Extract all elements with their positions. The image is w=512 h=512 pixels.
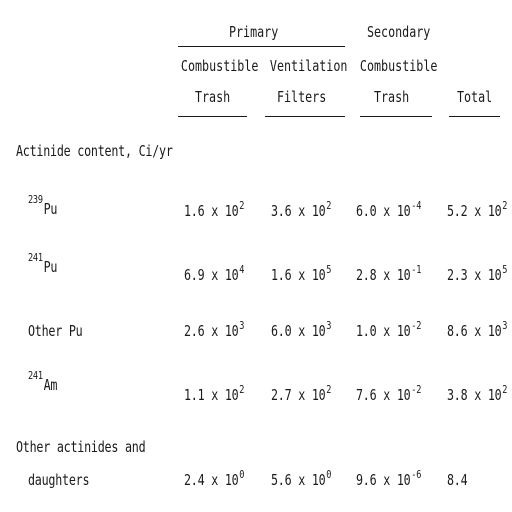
cell-pu239-total: 5.2 x 102 <box>447 199 508 220</box>
header-total: Total <box>456 88 493 106</box>
row-label-other-pu: Other Pu <box>28 322 83 340</box>
cell-other-pu-secondary: 1.0 x 10-2 <box>356 319 422 340</box>
cell-other-actinides-combustible: 2.4 x 100 <box>184 468 245 489</box>
cell-am241-ventilation: 2.7 x 102 <box>271 383 332 404</box>
secondary-rule <box>360 116 432 117</box>
cell-pu239-secondary: 6.0 x 10-4 <box>356 199 422 220</box>
row-label-element: Pu <box>43 258 58 276</box>
header-ventilation-line1: Ventilation <box>269 57 348 75</box>
cell-other-pu-ventilation: 6.0 x 103 <box>271 319 332 340</box>
header-secondary-line2: Trash <box>373 88 410 106</box>
header-group-secondary: Secondary <box>366 23 431 41</box>
cell-pu239-combustible: 1.6 x 102 <box>184 199 245 220</box>
section-label: Actinide content, Ci/yr <box>16 142 173 160</box>
cell-pu241-total: 2.3 x 105 <box>447 263 508 284</box>
cell-other-actinides-total: 8.4 <box>447 471 468 489</box>
cell-other-pu-total: 8.6 x 103 <box>447 319 508 340</box>
cell-other-actinides-ventilation: 5.6 x 100 <box>271 468 332 489</box>
cell-pu241-ventilation: 1.6 x 105 <box>271 263 332 284</box>
row-label-pu241: 241Pu <box>28 252 57 275</box>
cell-other-actinides-secondary: 9.6 x 10-6 <box>356 468 422 489</box>
primary-group-rule <box>178 46 345 47</box>
header-ventilation-line2: Filters <box>276 88 327 106</box>
total-rule <box>449 116 500 117</box>
row-label-element: Pu <box>43 200 58 218</box>
header-secondary-line1: Combustible <box>359 57 438 75</box>
row-label-prefix: 241 <box>28 251 43 264</box>
combustible-rule <box>178 116 247 117</box>
cell-am241-total: 3.8 x 102 <box>447 383 508 404</box>
cell-pu239-ventilation: 3.6 x 102 <box>271 199 332 220</box>
row-label-other-actinides-line1: Other actinides and <box>16 438 146 456</box>
row-label-am241: 241Am <box>28 370 57 393</box>
cell-pu241-combustible: 6.9 x 104 <box>184 263 245 284</box>
cell-other-pu-combustible: 2.6 x 103 <box>184 319 245 340</box>
header-combustible-line2: Trash <box>194 88 231 106</box>
ventilation-rule <box>265 116 345 117</box>
row-label-pu239: 239Pu <box>28 194 57 217</box>
cell-am241-secondary: 7.6 x 10-2 <box>356 383 422 404</box>
header-combustible-line1: Combustible <box>180 57 259 75</box>
header-group-primary: Primary <box>228 23 279 41</box>
row-label-element: Am <box>43 376 58 394</box>
cell-am241-combustible: 1.1 x 102 <box>184 383 245 404</box>
row-label-other-actinides-line2: daughters <box>28 471 90 489</box>
row-label-prefix: 241 <box>28 369 43 382</box>
cell-pu241-secondary: 2.8 x 10-1 <box>356 263 422 284</box>
row-label-prefix: 239 <box>28 193 43 206</box>
